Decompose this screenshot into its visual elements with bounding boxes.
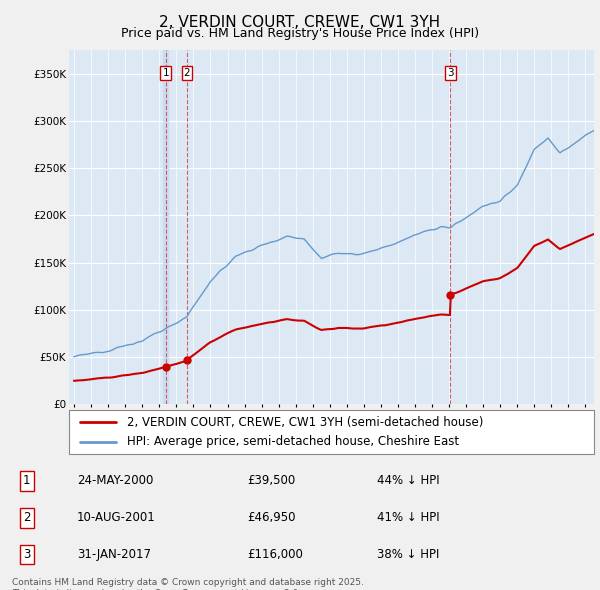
Text: 1: 1	[163, 68, 169, 78]
Text: 2: 2	[23, 511, 31, 525]
Text: 10-AUG-2001: 10-AUG-2001	[77, 511, 155, 525]
Text: Price paid vs. HM Land Registry's House Price Index (HPI): Price paid vs. HM Land Registry's House …	[121, 27, 479, 40]
Text: 3: 3	[447, 68, 454, 78]
Text: 3: 3	[23, 548, 31, 561]
Text: 1: 1	[23, 474, 31, 487]
Text: £46,950: £46,950	[247, 511, 296, 525]
Text: £39,500: £39,500	[247, 474, 295, 487]
FancyBboxPatch shape	[69, 410, 594, 454]
Text: 2, VERDIN COURT, CREWE, CW1 3YH (semi-detached house): 2, VERDIN COURT, CREWE, CW1 3YH (semi-de…	[127, 416, 483, 429]
Text: Contains HM Land Registry data © Crown copyright and database right 2025.
This d: Contains HM Land Registry data © Crown c…	[12, 578, 364, 590]
Text: 38% ↓ HPI: 38% ↓ HPI	[377, 548, 439, 561]
Text: 31-JAN-2017: 31-JAN-2017	[77, 548, 151, 561]
Text: 2: 2	[184, 68, 190, 78]
Text: 41% ↓ HPI: 41% ↓ HPI	[377, 511, 439, 525]
Text: HPI: Average price, semi-detached house, Cheshire East: HPI: Average price, semi-detached house,…	[127, 435, 459, 448]
Bar	[163, 50, 169, 404]
Text: £116,000: £116,000	[247, 548, 303, 561]
Text: 44% ↓ HPI: 44% ↓ HPI	[377, 474, 439, 487]
Text: 2, VERDIN COURT, CREWE, CW1 3YH: 2, VERDIN COURT, CREWE, CW1 3YH	[160, 15, 440, 30]
Text: 24-MAY-2000: 24-MAY-2000	[77, 474, 153, 487]
